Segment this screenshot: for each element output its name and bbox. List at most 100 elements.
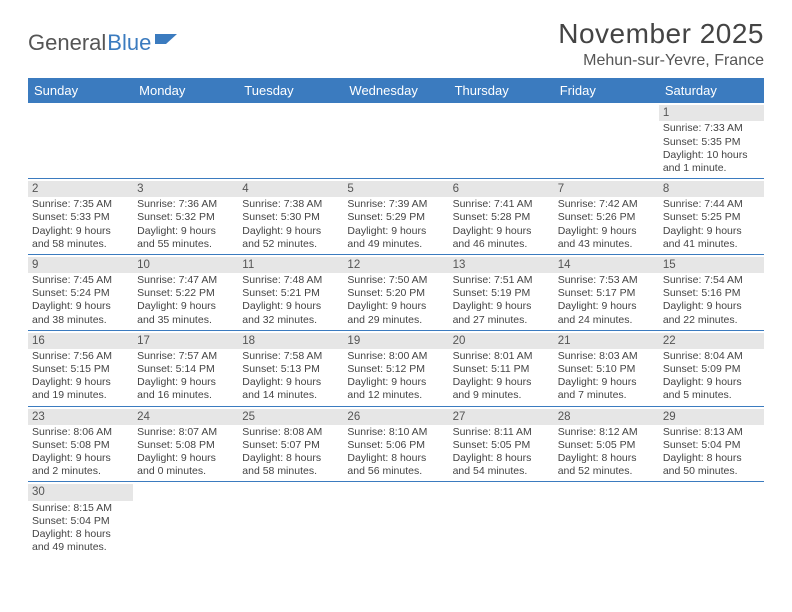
weekday-label: Thursday <box>449 78 554 103</box>
daylight-text: Daylight: 9 hours and 38 minutes. <box>32 300 129 326</box>
day-number: 8 <box>659 181 764 197</box>
day-number: 24 <box>133 409 238 425</box>
day-number: 26 <box>343 409 448 425</box>
day-cell: 10Sunrise: 7:47 AMSunset: 5:22 PMDayligh… <box>133 255 238 330</box>
daylight-text: Daylight: 9 hours and 32 minutes. <box>242 300 339 326</box>
sunset-text: Sunset: 5:07 PM <box>242 439 339 452</box>
daylight-text: Daylight: 9 hours and 43 minutes. <box>558 225 655 251</box>
week-row: 2Sunrise: 7:35 AMSunset: 5:33 PM Daylight… <box>28 179 764 255</box>
empty-cell <box>449 103 554 178</box>
sunrise-text: Sunrise: 7:57 AM <box>137 350 234 363</box>
sunrise-text: Sunrise: 8:01 AM <box>453 350 550 363</box>
logo-text-2: Blue <box>107 30 151 56</box>
day-cell: 1Sunrise: 7:33 AMSunset: 5:35 PMDaylight… <box>659 103 764 178</box>
sunset-text: Sunset: 5:35 PM <box>663 136 760 149</box>
day-cell: 22Sunrise: 8:04 AMSunset: 5:09 PMDayligh… <box>659 331 764 406</box>
daylight-text: Daylight: 9 hours and 0 minutes. <box>137 452 234 478</box>
day-number: 22 <box>659 333 764 349</box>
day-cell: 6Sunrise: 7:41 AMSunset: 5:28 PMDaylight… <box>449 179 554 254</box>
sunrise-text: Sunrise: 8:11 AM <box>453 426 550 439</box>
empty-cell <box>343 103 448 178</box>
day-number: 18 <box>238 333 343 349</box>
day-cell: 5Sunrise: 7:39 AMSunset: 5:29 PMDaylight… <box>343 179 448 254</box>
sunrise-text: Sunrise: 8:08 AM <box>242 426 339 439</box>
day-cell: 26Sunrise: 8:10 AMSunset: 5:06 PMDayligh… <box>343 407 448 482</box>
week-row: 16Sunrise: 7:56 AMSunset: 5:15 PMDayligh… <box>28 331 764 407</box>
day-number: 21 <box>554 333 659 349</box>
sunset-text: Sunset: 5:28 PM <box>453 211 550 224</box>
week-row: 30Sunrise: 8:15 AMSunset: 5:04 PMDayligh… <box>28 482 764 557</box>
sunrise-text: Sunrise: 7:58 AM <box>242 350 339 363</box>
day-cell: 15Sunrise: 7:54 AMSunset: 5:16 PMDayligh… <box>659 255 764 330</box>
week-row: 1Sunrise: 7:33 AMSunset: 5:35 PMDaylight… <box>28 103 764 179</box>
sunset-text: Sunset: 5:04 PM <box>32 515 129 528</box>
weekday-label: Saturday <box>659 78 764 103</box>
sunset-text: Sunset: 5:05 PM <box>453 439 550 452</box>
day-number: 30 <box>28 484 133 500</box>
day-cell: 19Sunrise: 8:00 AMSunset: 5:12 PMDayligh… <box>343 331 448 406</box>
daylight-text: Daylight: 9 hours and 16 minutes. <box>137 376 234 402</box>
day-number: 5 <box>343 181 448 197</box>
daylight-text: Daylight: 9 hours and 7 minutes. <box>558 376 655 402</box>
day-cell: 14Sunrise: 7:53 AMSunset: 5:17 PMDayligh… <box>554 255 659 330</box>
sunset-text: Sunset: 5:04 PM <box>663 439 760 452</box>
sunset-text: Sunset: 5:14 PM <box>137 363 234 376</box>
day-cell: 9Sunrise: 7:45 AMSunset: 5:24 PMDaylight… <box>28 255 133 330</box>
sunrise-text: Sunrise: 7:53 AM <box>558 274 655 287</box>
title-block: November 2025 Mehun-sur-Yevre, France <box>558 18 764 70</box>
day-number: 2 <box>28 181 133 197</box>
day-number: 9 <box>28 257 133 273</box>
day-cell: 13Sunrise: 7:51 AMSunset: 5:19 PMDayligh… <box>449 255 554 330</box>
daylight-text: Daylight: 8 hours and 54 minutes. <box>453 452 550 478</box>
sunrise-text: Sunrise: 7:36 AM <box>137 198 234 211</box>
day-number: 29 <box>659 409 764 425</box>
sunrise-text: Sunrise: 8:12 AM <box>558 426 655 439</box>
day-number: 23 <box>28 409 133 425</box>
sunset-text: Sunset: 5:13 PM <box>242 363 339 376</box>
empty-cell <box>238 103 343 178</box>
sunset-text: Sunset: 5:33 PM <box>32 211 129 224</box>
sunset-text: Sunset: 5:12 PM <box>347 363 444 376</box>
sunset-text: Sunset: 5:19 PM <box>453 287 550 300</box>
day-cell: 29Sunrise: 8:13 AMSunset: 5:04 PMDayligh… <box>659 407 764 482</box>
day-number: 7 <box>554 181 659 197</box>
sunset-text: Sunset: 5:06 PM <box>347 439 444 452</box>
day-number: 15 <box>659 257 764 273</box>
daylight-text: Daylight: 9 hours and 41 minutes. <box>663 225 760 251</box>
day-cell: 17Sunrise: 7:57 AMSunset: 5:14 PMDayligh… <box>133 331 238 406</box>
daylight-text: Daylight: 8 hours and 52 minutes. <box>558 452 655 478</box>
sunset-text: Sunset: 5:32 PM <box>137 211 234 224</box>
daylight-text: Daylight: 9 hours and 9 minutes. <box>453 376 550 402</box>
daylight-text: Daylight: 10 hours and 1 minute. <box>663 149 760 175</box>
day-number: 4 <box>238 181 343 197</box>
sunrise-text: Sunrise: 7:35 AM <box>32 198 129 211</box>
sunrise-text: Sunrise: 8:04 AM <box>663 350 760 363</box>
empty-cell <box>238 482 343 557</box>
empty-cell <box>554 482 659 557</box>
sunset-text: Sunset: 5:20 PM <box>347 287 444 300</box>
daylight-text: Daylight: 9 hours and 12 minutes. <box>347 376 444 402</box>
sunrise-text: Sunrise: 7:42 AM <box>558 198 655 211</box>
daylight-text: Daylight: 9 hours and 27 minutes. <box>453 300 550 326</box>
sunrise-text: Sunrise: 8:15 AM <box>32 502 129 515</box>
month-title: November 2025 <box>558 18 764 50</box>
sunset-text: Sunset: 5:26 PM <box>558 211 655 224</box>
day-cell: 8Sunrise: 7:44 AMSunset: 5:25 PMDaylight… <box>659 179 764 254</box>
day-cell: 11Sunrise: 7:48 AMSunset: 5:21 PMDayligh… <box>238 255 343 330</box>
sunset-text: Sunset: 5:11 PM <box>453 363 550 376</box>
sunset-text: Sunset: 5:21 PM <box>242 287 339 300</box>
sunset-text: Sunset: 5:30 PM <box>242 211 339 224</box>
flag-icon <box>155 30 177 56</box>
daylight-text: Daylight: 9 hours and 24 minutes. <box>558 300 655 326</box>
day-cell: 28Sunrise: 8:12 AMSunset: 5:05 PMDayligh… <box>554 407 659 482</box>
day-number: 3 <box>133 181 238 197</box>
daylight-text: Daylight: 9 hours and 49 minutes. <box>347 225 444 251</box>
daylight-text: Daylight: 8 hours and 58 minutes. <box>242 452 339 478</box>
day-cell: 30Sunrise: 8:15 AMSunset: 5:04 PMDayligh… <box>28 482 133 557</box>
sunrise-text: Sunrise: 8:10 AM <box>347 426 444 439</box>
daylight-text: Daylight: 9 hours and 5 minutes. <box>663 376 760 402</box>
sunrise-text: Sunrise: 7:39 AM <box>347 198 444 211</box>
day-cell: 24Sunrise: 8:07 AMSunset: 5:08 PMDayligh… <box>133 407 238 482</box>
sunrise-text: Sunrise: 8:03 AM <box>558 350 655 363</box>
sunrise-text: Sunrise: 7:38 AM <box>242 198 339 211</box>
